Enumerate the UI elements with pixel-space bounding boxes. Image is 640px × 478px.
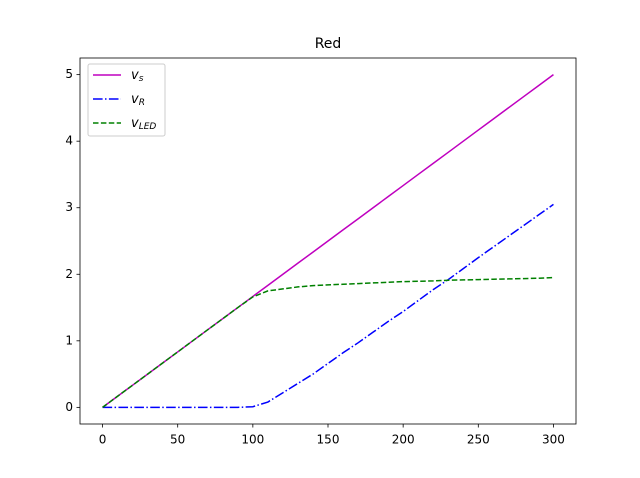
legend: vs vR vLED bbox=[87, 63, 166, 137]
x-tick-label: 300 bbox=[542, 433, 565, 447]
x-tick-label: 150 bbox=[317, 433, 340, 447]
y-tick-label: 1 bbox=[65, 333, 73, 347]
series-line bbox=[102, 203, 554, 409]
x-tick-label: 0 bbox=[99, 433, 107, 447]
y-tick-label: 3 bbox=[65, 200, 73, 214]
y-tick-label: 2 bbox=[65, 267, 73, 281]
legend-label: vs bbox=[131, 68, 144, 84]
x-tick-label: 50 bbox=[170, 433, 185, 447]
x-tick-label: 100 bbox=[241, 433, 264, 447]
x-tick-label: 200 bbox=[392, 433, 415, 447]
series-line bbox=[102, 74, 554, 408]
series-line bbox=[102, 276, 554, 408]
legend-box bbox=[87, 63, 166, 137]
y-tick-label: 5 bbox=[65, 67, 73, 81]
chart-title: Red bbox=[315, 36, 342, 52]
y-tick-label: 0 bbox=[65, 400, 73, 414]
legend-label: vLED bbox=[131, 116, 156, 132]
y-tick-label: 4 bbox=[65, 134, 73, 148]
legend-label: vR bbox=[131, 92, 145, 108]
plot-frame bbox=[79, 57, 577, 425]
x-tick-label: 250 bbox=[467, 433, 490, 447]
